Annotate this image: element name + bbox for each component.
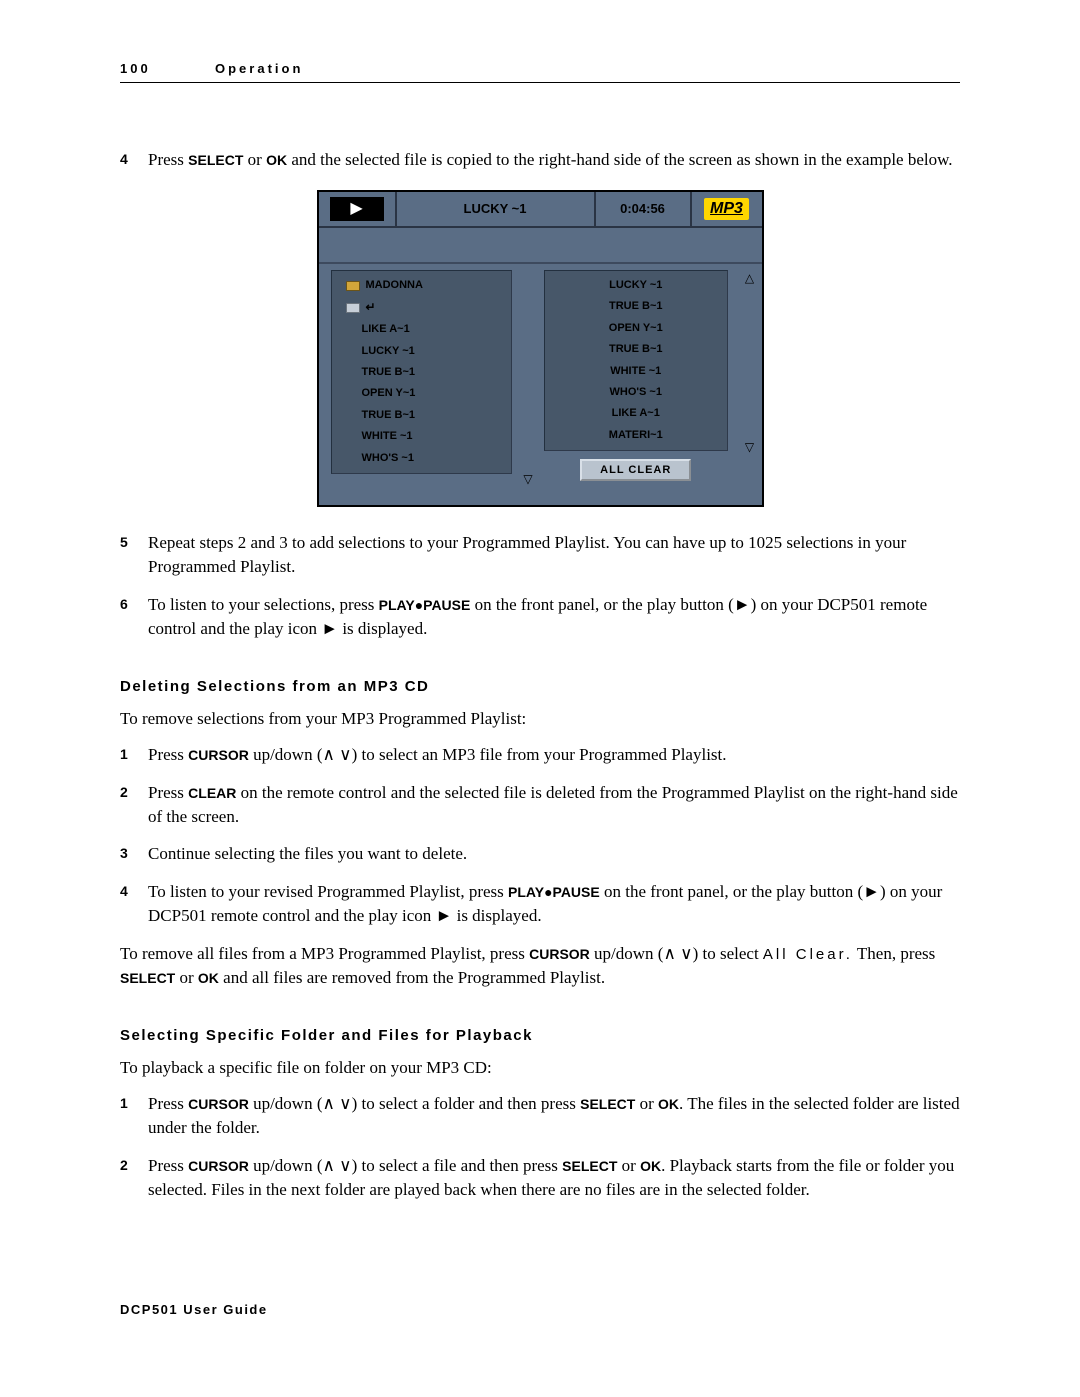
player-topbar: ▶ LUCKY ~1 0:04:56 MP3 [319,192,762,228]
parent-row[interactable]: ↵ [332,296,512,319]
source-file-row[interactable]: TRUE B~1 [332,362,512,383]
section-name: Operation [215,60,303,78]
format-logo-cell: MP3 [692,192,762,226]
deleting-outro: To remove all files from a MP3 Programme… [120,942,960,990]
return-icon: ↵ [366,299,376,316]
folder-closed-icon [346,281,360,291]
del-step-1: 1 Press CURSOR up/down (∧ ∨) to select a… [120,743,960,767]
player-spacer [319,228,762,264]
deleting-intro: To remove selections from your MP3 Progr… [120,707,960,731]
source-file-row[interactable]: LIKE A~1 [332,319,512,340]
source-column: MADONNA ↵ LIKE A~1LUCKY ~1TRUE B~1OPEN Y… [319,264,517,495]
playlist-list[interactable]: LUCKY ~1TRUE B~1OPEN Y~1TRUE B~1WHITE ~1… [544,270,728,451]
playlist-file-row[interactable]: LUCKY ~1 [545,275,727,296]
step-number: 5 [120,531,148,579]
mp3-player-ui: ▶ LUCKY ~1 0:04:56 MP3 MADONNA [317,190,764,507]
page-number: 100 [120,60,215,78]
page-header: 100 Operation [120,60,960,83]
playlist-file-row[interactable]: WHO'S ~1 [545,382,727,403]
playlist-column: LUCKY ~1TRUE B~1OPEN Y~1TRUE B~1WHITE ~1… [540,264,738,495]
playlist-file-row[interactable]: WHITE ~1 [545,361,727,382]
step-text: Repeat steps 2 and 3 to add selections t… [148,531,960,579]
del-step-3: 3 Continue selecting the files you want … [120,842,960,866]
folder-label: MADONNA [366,278,423,293]
player-screenshot: ▶ LUCKY ~1 0:04:56 MP3 MADONNA [120,190,960,507]
step-number: 4 [120,148,148,172]
play-icon: ▶ [350,198,362,220]
step-4: 4 Press SELECT or OK and the selected fi… [120,148,960,172]
source-file-row[interactable]: LUCKY ~1 [332,341,512,362]
now-playing-title: LUCKY ~1 [397,192,596,226]
step-6: 6 To listen to your selections, press PL… [120,593,960,641]
source-file-row[interactable]: WHO'S ~1 [332,448,512,469]
sel-step-2: 2 Press CURSOR up/down (∧ ∨) to select a… [120,1154,960,1202]
source-file-row[interactable]: WHITE ~1 [332,426,512,447]
step-text: To listen to your selections, press PLAY… [148,593,960,641]
playlist-file-row[interactable]: LIKE A~1 [545,403,727,424]
play-indicator-cell: ▶ [319,192,397,226]
elapsed-time: 0:04:56 [596,192,692,226]
source-file-row[interactable]: TRUE B~1 [332,405,512,426]
scroll-up-icon[interactable]: △ [741,270,759,286]
step-text: Press SELECT or OK and the selected file… [148,148,960,172]
playlist-file-row[interactable]: MATERI~1 [545,425,727,446]
mp3-logo: MP3 [704,198,749,220]
playlist-scroll: △ ▽ [738,264,762,495]
del-step-2: 2 Press CLEAR on the remote control and … [120,781,960,829]
playlist-file-row[interactable]: TRUE B~1 [545,296,727,317]
footer: DCP501 User Guide [120,1301,960,1319]
source-list[interactable]: MADONNA ↵ LIKE A~1LUCKY ~1TRUE B~1OPEN Y… [331,270,513,474]
source-file-row[interactable]: OPEN Y~1 [332,383,512,404]
all-clear-button[interactable]: ALL CLEAR [580,459,691,481]
source-scroll: ▽ [516,264,540,495]
heading-selecting: Selecting Specific Folder and Files for … [120,1025,960,1046]
sel-step-1: 1 Press CURSOR up/down (∧ ∨) to select a… [120,1092,960,1140]
player-body: MADONNA ↵ LIKE A~1LUCKY ~1TRUE B~1OPEN Y… [319,264,762,495]
step-5: 5 Repeat steps 2 and 3 to add selections… [120,531,960,579]
play-icon-box: ▶ [330,197,384,221]
scroll-down-icon[interactable]: ▽ [741,439,759,455]
playlist-file-row[interactable]: TRUE B~1 [545,339,727,360]
scroll-down-icon[interactable]: ▽ [519,471,537,487]
selecting-intro: To playback a specific file on folder on… [120,1056,960,1080]
step-number: 6 [120,593,148,641]
del-step-4: 4 To listen to your revised Programmed P… [120,880,960,928]
folder-row[interactable]: MADONNA [332,275,512,296]
folder-open-icon [346,303,360,313]
heading-deleting: Deleting Selections from an MP3 CD [120,676,960,697]
playlist-file-row[interactable]: OPEN Y~1 [545,318,727,339]
